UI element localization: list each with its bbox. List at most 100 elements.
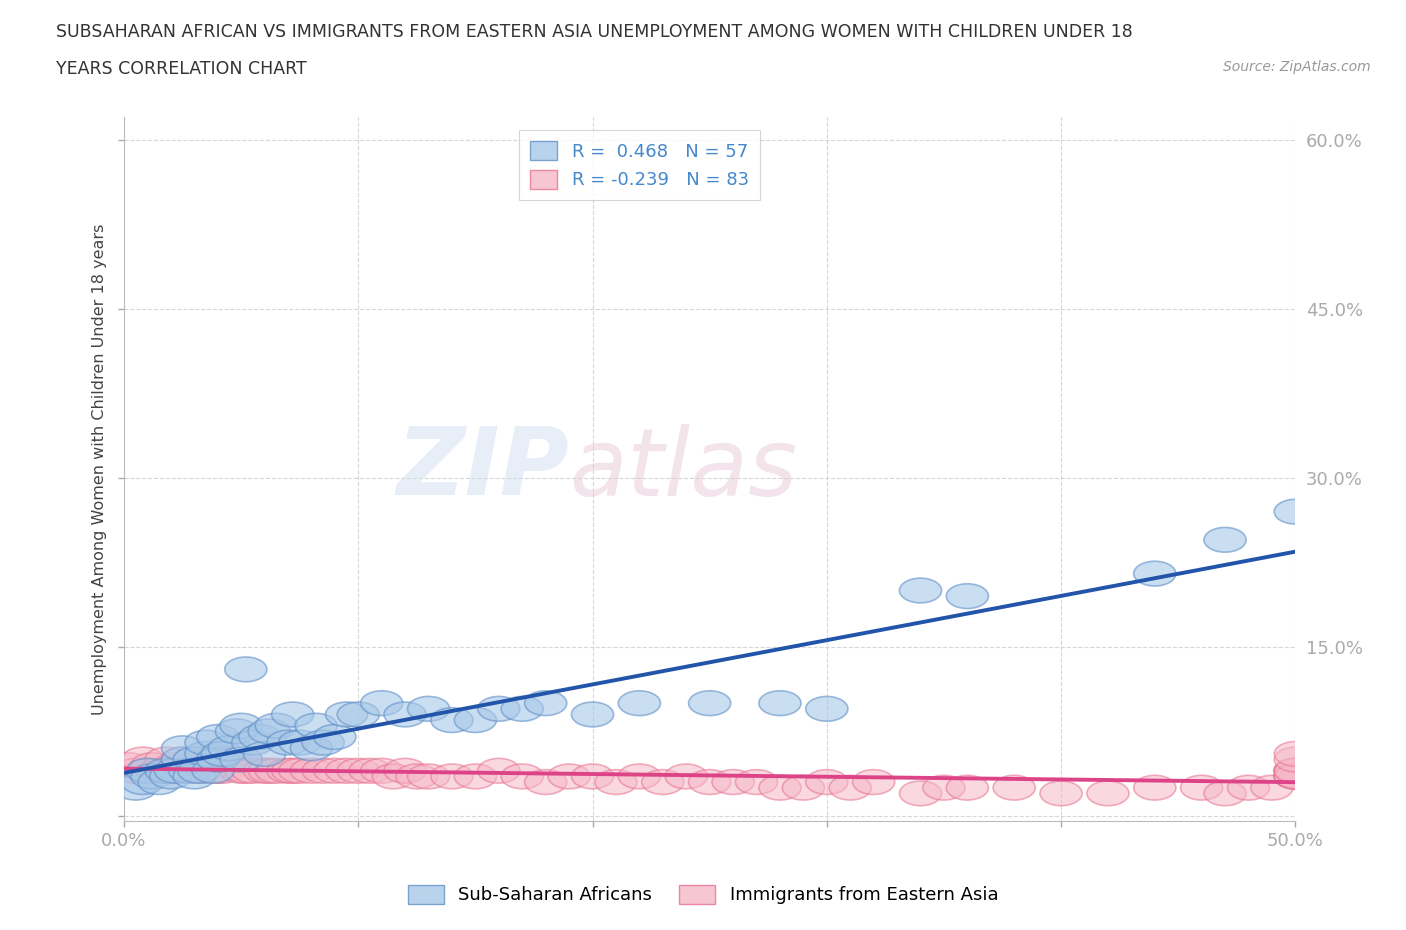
Ellipse shape xyxy=(852,770,894,794)
Ellipse shape xyxy=(1181,776,1223,800)
Ellipse shape xyxy=(145,747,187,772)
Ellipse shape xyxy=(735,770,778,794)
Ellipse shape xyxy=(900,578,942,603)
Ellipse shape xyxy=(1133,776,1175,800)
Ellipse shape xyxy=(290,736,332,761)
Ellipse shape xyxy=(806,770,848,794)
Ellipse shape xyxy=(360,691,402,715)
Ellipse shape xyxy=(524,770,567,794)
Ellipse shape xyxy=(993,776,1035,800)
Ellipse shape xyxy=(1274,758,1316,783)
Ellipse shape xyxy=(215,719,257,744)
Ellipse shape xyxy=(1274,764,1316,789)
Ellipse shape xyxy=(1274,747,1316,772)
Ellipse shape xyxy=(197,758,239,783)
Ellipse shape xyxy=(1274,741,1316,766)
Ellipse shape xyxy=(122,747,165,772)
Ellipse shape xyxy=(478,758,520,783)
Ellipse shape xyxy=(430,764,472,789)
Ellipse shape xyxy=(193,758,235,783)
Ellipse shape xyxy=(155,758,197,783)
Ellipse shape xyxy=(254,758,297,783)
Text: ZIP: ZIP xyxy=(396,423,569,515)
Ellipse shape xyxy=(548,764,591,789)
Ellipse shape xyxy=(689,770,731,794)
Text: atlas: atlas xyxy=(569,424,797,515)
Ellipse shape xyxy=(186,747,228,772)
Ellipse shape xyxy=(1204,527,1246,552)
Ellipse shape xyxy=(127,758,169,783)
Text: SUBSAHARAN AFRICAN VS IMMIGRANTS FROM EASTERN ASIA UNEMPLOYMENT AMONG WOMEN WITH: SUBSAHARAN AFRICAN VS IMMIGRANTS FROM EA… xyxy=(56,23,1133,41)
Ellipse shape xyxy=(162,747,204,772)
Ellipse shape xyxy=(179,758,221,783)
Ellipse shape xyxy=(201,758,243,783)
Ellipse shape xyxy=(162,747,204,772)
Ellipse shape xyxy=(302,730,344,755)
Ellipse shape xyxy=(314,724,356,750)
Ellipse shape xyxy=(295,713,337,738)
Ellipse shape xyxy=(478,697,520,721)
Ellipse shape xyxy=(122,770,165,794)
Ellipse shape xyxy=(138,770,180,794)
Ellipse shape xyxy=(900,781,942,805)
Ellipse shape xyxy=(243,741,285,766)
Ellipse shape xyxy=(349,758,391,783)
Ellipse shape xyxy=(267,730,309,755)
Ellipse shape xyxy=(1204,781,1246,805)
Ellipse shape xyxy=(232,758,274,783)
Ellipse shape xyxy=(408,764,450,789)
Ellipse shape xyxy=(946,776,988,800)
Ellipse shape xyxy=(430,708,472,733)
Ellipse shape xyxy=(325,758,367,783)
Ellipse shape xyxy=(115,776,157,800)
Ellipse shape xyxy=(1274,499,1316,524)
Ellipse shape xyxy=(201,741,243,766)
Ellipse shape xyxy=(454,708,496,733)
Ellipse shape xyxy=(290,758,332,783)
Ellipse shape xyxy=(337,702,380,727)
Ellipse shape xyxy=(619,691,661,715)
Ellipse shape xyxy=(267,758,309,783)
Ellipse shape xyxy=(221,713,262,738)
Ellipse shape xyxy=(169,758,211,783)
Ellipse shape xyxy=(278,758,321,783)
Ellipse shape xyxy=(571,702,613,727)
Ellipse shape xyxy=(595,770,637,794)
Ellipse shape xyxy=(408,697,450,721)
Ellipse shape xyxy=(208,736,250,761)
Ellipse shape xyxy=(221,758,262,783)
Ellipse shape xyxy=(619,764,661,789)
Ellipse shape xyxy=(1274,758,1316,783)
Ellipse shape xyxy=(197,747,239,772)
Ellipse shape xyxy=(193,747,235,772)
Text: Source: ZipAtlas.com: Source: ZipAtlas.com xyxy=(1223,60,1371,74)
Ellipse shape xyxy=(169,758,211,783)
Ellipse shape xyxy=(302,758,344,783)
Ellipse shape xyxy=(806,697,848,721)
Ellipse shape xyxy=(1274,758,1316,783)
Ellipse shape xyxy=(173,747,215,772)
Ellipse shape xyxy=(1274,758,1316,783)
Ellipse shape xyxy=(271,758,314,783)
Ellipse shape xyxy=(454,764,496,789)
Ellipse shape xyxy=(239,724,281,750)
Ellipse shape xyxy=(1087,781,1129,805)
Ellipse shape xyxy=(1251,776,1294,800)
Ellipse shape xyxy=(232,730,274,755)
Ellipse shape xyxy=(271,702,314,727)
Ellipse shape xyxy=(225,758,267,783)
Ellipse shape xyxy=(665,764,707,789)
Ellipse shape xyxy=(1227,776,1270,800)
Ellipse shape xyxy=(127,758,169,783)
Ellipse shape xyxy=(221,747,262,772)
Ellipse shape xyxy=(922,776,965,800)
Ellipse shape xyxy=(197,724,239,750)
Ellipse shape xyxy=(186,730,228,755)
Ellipse shape xyxy=(162,736,204,761)
Ellipse shape xyxy=(1274,764,1316,789)
Ellipse shape xyxy=(225,657,267,682)
Ellipse shape xyxy=(138,758,180,783)
Ellipse shape xyxy=(641,770,683,794)
Ellipse shape xyxy=(373,764,415,789)
Ellipse shape xyxy=(208,747,250,772)
